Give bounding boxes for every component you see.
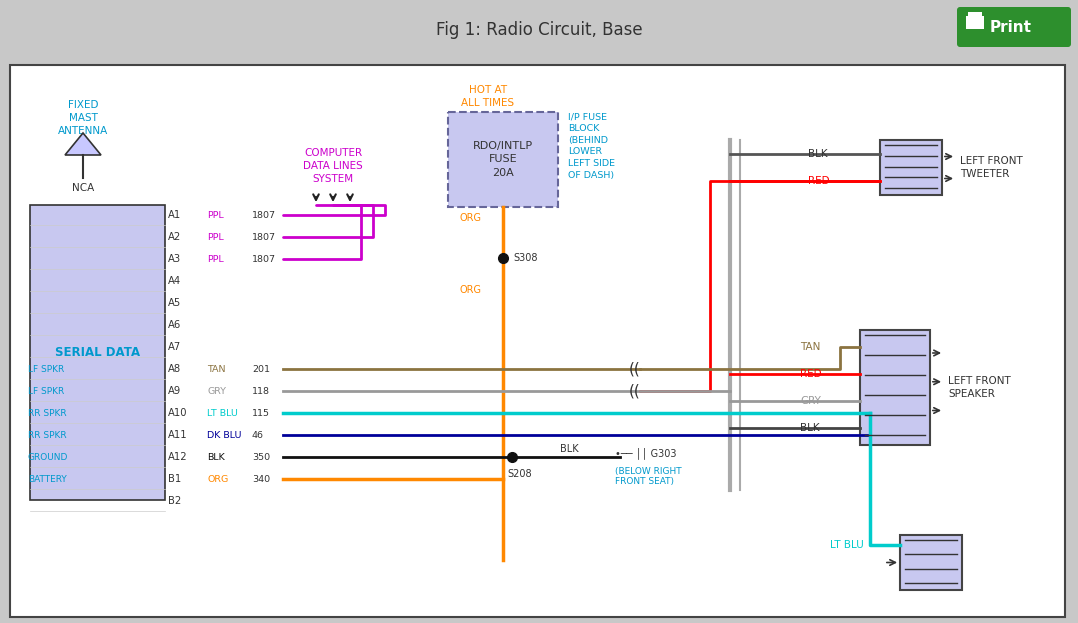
Text: BLK: BLK	[808, 149, 828, 159]
Text: BATTERY: BATTERY	[28, 475, 67, 483]
Text: LF SPKR: LF SPKR	[28, 364, 65, 374]
Text: 46: 46	[252, 430, 264, 439]
Text: A10: A10	[168, 408, 188, 418]
Text: RED: RED	[800, 369, 821, 379]
Text: COMPUTER
DATA LINES
SYSTEM: COMPUTER DATA LINES SYSTEM	[303, 148, 363, 184]
Text: RR SPKR: RR SPKR	[28, 430, 67, 439]
Text: Fig 1: Radio Circuit, Base: Fig 1: Radio Circuit, Base	[436, 21, 642, 39]
FancyBboxPatch shape	[448, 112, 558, 207]
Text: 115: 115	[252, 409, 270, 417]
Text: LT BLU: LT BLU	[207, 409, 238, 417]
Text: NCA: NCA	[72, 183, 94, 193]
Text: A7: A7	[168, 342, 181, 352]
Text: ((: ((	[630, 384, 641, 399]
Text: TAN: TAN	[800, 342, 820, 352]
Text: B2: B2	[168, 496, 181, 506]
Text: GRY: GRY	[800, 396, 820, 406]
Text: PPL: PPL	[207, 211, 224, 219]
Text: RR SPKR: RR SPKR	[28, 409, 67, 417]
Text: DK BLU: DK BLU	[207, 430, 241, 439]
Text: 1807: 1807	[252, 255, 276, 264]
Text: A12: A12	[168, 452, 188, 462]
Text: PPL: PPL	[207, 232, 224, 242]
Text: 201: 201	[252, 364, 270, 374]
Text: RED: RED	[808, 176, 830, 186]
Text: LF SPKR: LF SPKR	[28, 386, 65, 396]
Text: LEFT FRONT
SPEAKER: LEFT FRONT SPEAKER	[948, 376, 1011, 399]
Text: BLK: BLK	[559, 444, 579, 454]
Text: BLK: BLK	[800, 423, 819, 433]
Text: RDO/INTLP
FUSE
20A: RDO/INTLP FUSE 20A	[473, 141, 533, 178]
Text: LT BLU: LT BLU	[830, 540, 863, 550]
FancyBboxPatch shape	[968, 25, 982, 29]
FancyBboxPatch shape	[0, 0, 1078, 58]
Text: A5: A5	[168, 298, 181, 308]
FancyBboxPatch shape	[860, 330, 930, 445]
Text: 1807: 1807	[252, 211, 276, 219]
Text: ORG: ORG	[460, 213, 482, 223]
Text: ORG: ORG	[207, 475, 229, 483]
Text: S308: S308	[513, 253, 538, 263]
Text: A9: A9	[168, 386, 181, 396]
Text: FIXED
MAST
ANTENNA: FIXED MAST ANTENNA	[58, 100, 108, 136]
Text: A11: A11	[168, 430, 188, 440]
Text: S208: S208	[507, 469, 531, 479]
Text: (BELOW RIGHT
FRONT SEAT): (BELOW RIGHT FRONT SEAT)	[616, 467, 681, 487]
Text: 340: 340	[252, 475, 271, 483]
Text: ORG: ORG	[460, 285, 482, 295]
Text: SERIAL DATA: SERIAL DATA	[55, 346, 140, 359]
Text: I/P FUSE
BLOCK
(BEHIND
LOWER
LEFT SIDE
OF DASH): I/P FUSE BLOCK (BEHIND LOWER LEFT SIDE O…	[568, 112, 616, 180]
Text: B1: B1	[168, 474, 181, 484]
Text: A6: A6	[168, 320, 181, 330]
FancyBboxPatch shape	[880, 140, 942, 195]
Text: Print: Print	[990, 19, 1032, 34]
Text: LEFT FRONT
TWEETER: LEFT FRONT TWEETER	[960, 156, 1023, 179]
Text: A4: A4	[168, 276, 181, 286]
Text: PPL: PPL	[207, 255, 224, 264]
Text: ((: ((	[630, 361, 641, 376]
FancyBboxPatch shape	[957, 7, 1072, 47]
FancyBboxPatch shape	[900, 535, 962, 590]
FancyBboxPatch shape	[966, 16, 984, 29]
Text: GROUND: GROUND	[28, 452, 68, 462]
Text: 1807: 1807	[252, 232, 276, 242]
Text: 350: 350	[252, 452, 271, 462]
Text: A8: A8	[168, 364, 181, 374]
Text: GRY: GRY	[207, 386, 226, 396]
FancyBboxPatch shape	[30, 205, 165, 500]
Text: 118: 118	[252, 386, 270, 396]
Polygon shape	[65, 133, 101, 155]
Text: A3: A3	[168, 254, 181, 264]
Text: •── ││ G303: •── ││ G303	[616, 447, 677, 459]
Text: A1: A1	[168, 210, 181, 220]
Text: HOT AT
ALL TIMES: HOT AT ALL TIMES	[461, 85, 514, 108]
Text: BLK: BLK	[207, 452, 224, 462]
Text: TAN: TAN	[207, 364, 225, 374]
Text: A2: A2	[168, 232, 181, 242]
FancyBboxPatch shape	[10, 65, 1065, 617]
FancyBboxPatch shape	[968, 12, 982, 19]
